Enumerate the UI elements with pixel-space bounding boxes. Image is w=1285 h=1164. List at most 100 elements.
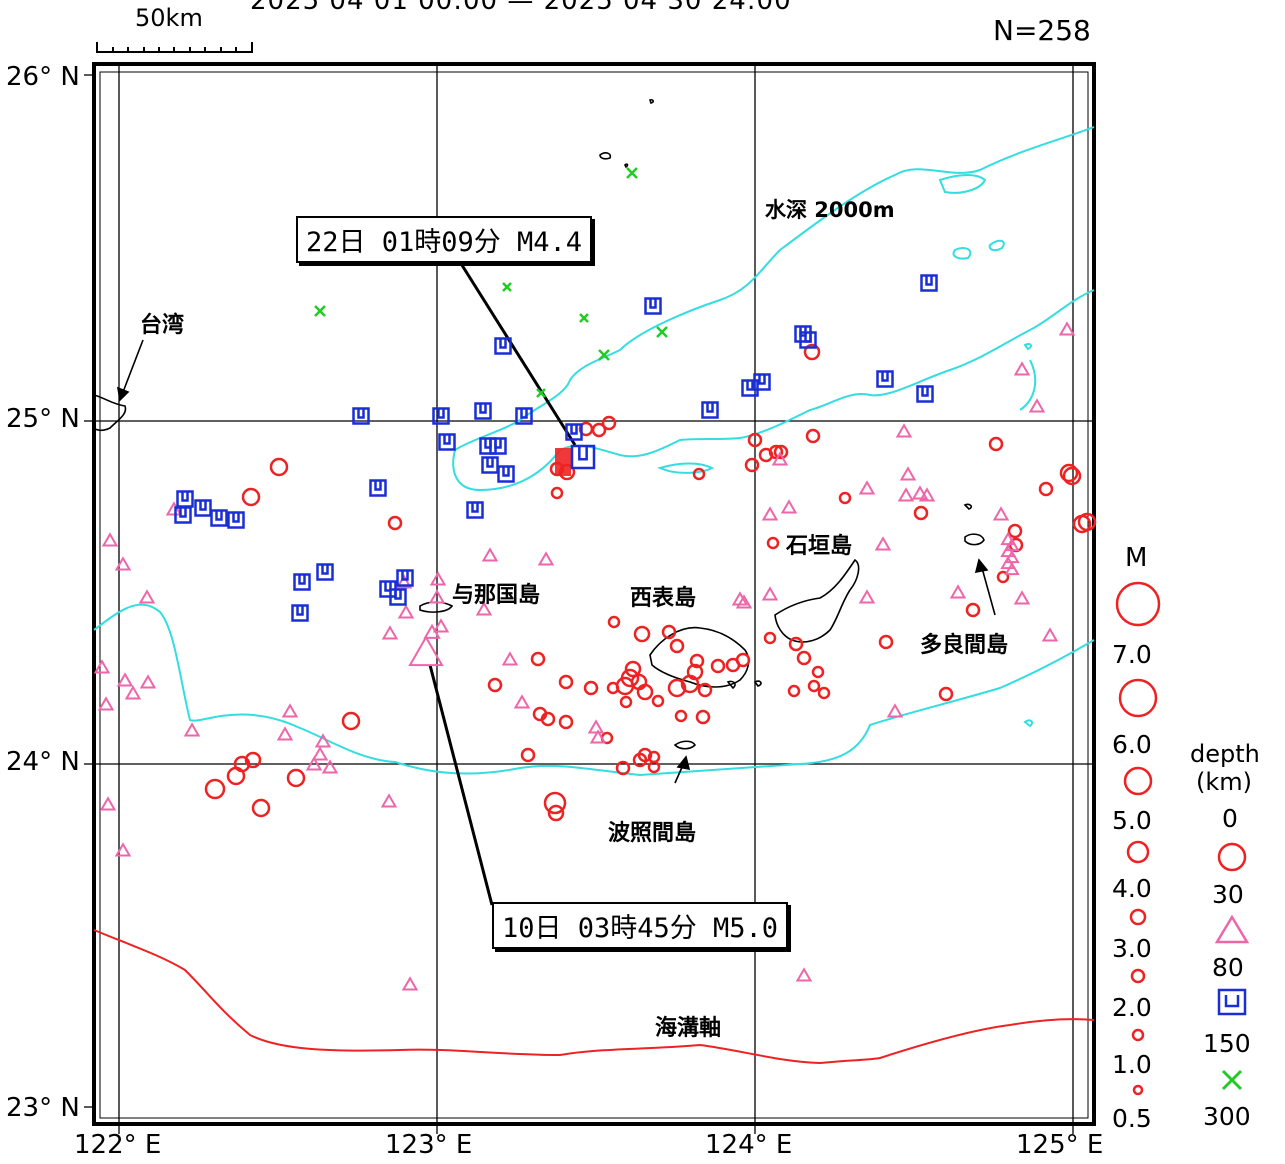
epicenter-shallow [744,457,760,473]
epicenter-intermediate [735,594,753,609]
epicenter-deep [479,437,497,455]
epicenter-deep [174,506,192,524]
trench-axis-label: 海溝軸 [655,1016,722,1041]
epicenter-shallow [543,791,567,815]
bathymetry-2000m-contour [93,126,1095,777]
square-icon [1217,988,1247,1016]
epicenter-intermediate [1013,361,1031,376]
epicenter-shallow [341,711,361,731]
triangle-icon [1214,914,1250,944]
epicenter-shallow [686,663,704,681]
epicenter-shallow [766,536,780,550]
epicenter-cluster [555,448,571,476]
epicenter-deep [876,370,894,388]
epicenter-shallow [633,625,651,643]
epicenter-deep [753,373,771,391]
epicenter-shallow [607,615,621,629]
epicenter-deep [369,479,387,497]
epicenter-deep [352,407,370,425]
epicenter-intermediate [276,726,294,741]
epicenter-intermediate [513,694,531,709]
magnitude-legend-value: 2.0 [1112,993,1152,1022]
epicenter-deep [794,325,812,343]
map-frame [92,62,1096,1126]
magnitude-legend-title: M [1125,543,1148,573]
epicenter-intermediate [761,506,779,521]
epicenter-intermediate [587,719,605,734]
place-label-iriomote: 西表島 [630,586,697,611]
epicenter-shallow [387,515,403,531]
epicenter-shallow [233,755,251,773]
epicenter-shallow [550,486,564,500]
epicenter-deep [644,297,662,315]
epicenter-intermediate [99,796,117,811]
epicenter-shallow [651,694,665,708]
epicenter-intermediate [116,672,134,687]
lat-label-25: 25° N [6,404,80,434]
epicenter-very-deep [314,305,326,317]
epicenter-intermediate [899,466,917,481]
epicenter-intermediate [101,532,119,547]
epicenter-shallow [558,714,574,730]
callout-leader-line [458,261,577,446]
depth-legend-value: 150 [1203,1029,1251,1058]
epicenter-shallow [286,768,306,788]
epicenter-shallow [241,487,261,507]
cross-icon [1221,1069,1243,1091]
epicenter-intermediate [114,842,132,857]
epicenter-shallow [1007,523,1023,539]
epicenter-shallow [689,653,705,669]
epicenter-intermediate [501,651,519,666]
depth-legend-value: 80 [1212,953,1244,982]
epicenter-shallow [838,491,852,505]
epicenter-deep [293,573,311,591]
magnitude-legend-value: 0.5 [1112,1104,1152,1133]
depth-legend-value: 0 [1222,804,1238,833]
epicenter-intermediate [321,759,339,774]
epicenter-shallow [697,682,713,698]
epicenter-intermediate [314,733,332,748]
epicenter-shallow [1077,512,1097,532]
taiwan-coast [93,394,127,432]
epicenter-shallow [988,436,1004,452]
epicenter-shallow [583,680,599,696]
lat-label-26: 26° N [6,62,80,92]
epicenter-intermediate [761,586,779,601]
label-arrows [116,339,996,784]
epicenter-very-deep [656,326,668,338]
epicenter-intermediate [139,674,157,689]
epicenter-shallow [674,709,688,723]
hateruma-coast [673,740,697,750]
epicenter-deep [920,274,938,292]
lon-label-125: 125° E [1016,1130,1104,1160]
epicenter-shallow [669,638,685,654]
epicenter-deep [481,456,499,474]
epicenter-intermediate [428,589,446,604]
epicenter-intermediate [138,589,156,604]
epicenter-intermediate [858,480,876,495]
epicenter-deep [227,511,245,529]
epicenter-shallow [805,428,821,444]
epicenter-shallow [807,679,821,693]
epicenter-shallow [487,677,503,693]
epicenter-shallow [913,505,929,521]
epicenter-intermediate [124,685,142,700]
epicenter-intermediate [780,499,798,514]
period-header: 2025 04 01 00:00 — 2025 04 30 24:00 [250,0,792,16]
epicenter-shallow [632,752,648,768]
epicenter-shallow [244,751,262,769]
depth-legend-value: 300 [1203,1102,1251,1131]
magnitude-legend-value: 6.0 [1112,730,1152,759]
epicenter-intermediate [381,625,399,640]
place-label-yonaguni: 与那国島 [452,583,541,608]
epicenter-shallow [735,652,751,668]
epicenter-intermediate [918,487,936,502]
epicenter-shallow [1038,481,1054,497]
epicenter-deep [176,490,194,508]
epicenter-intermediate [589,729,607,744]
epicenter-shallow [1059,463,1079,483]
scale-bar [96,42,253,53]
epicenter-shallow [591,422,607,438]
epicenter-intermediate [771,451,789,466]
epicenter-intermediate [886,703,904,718]
